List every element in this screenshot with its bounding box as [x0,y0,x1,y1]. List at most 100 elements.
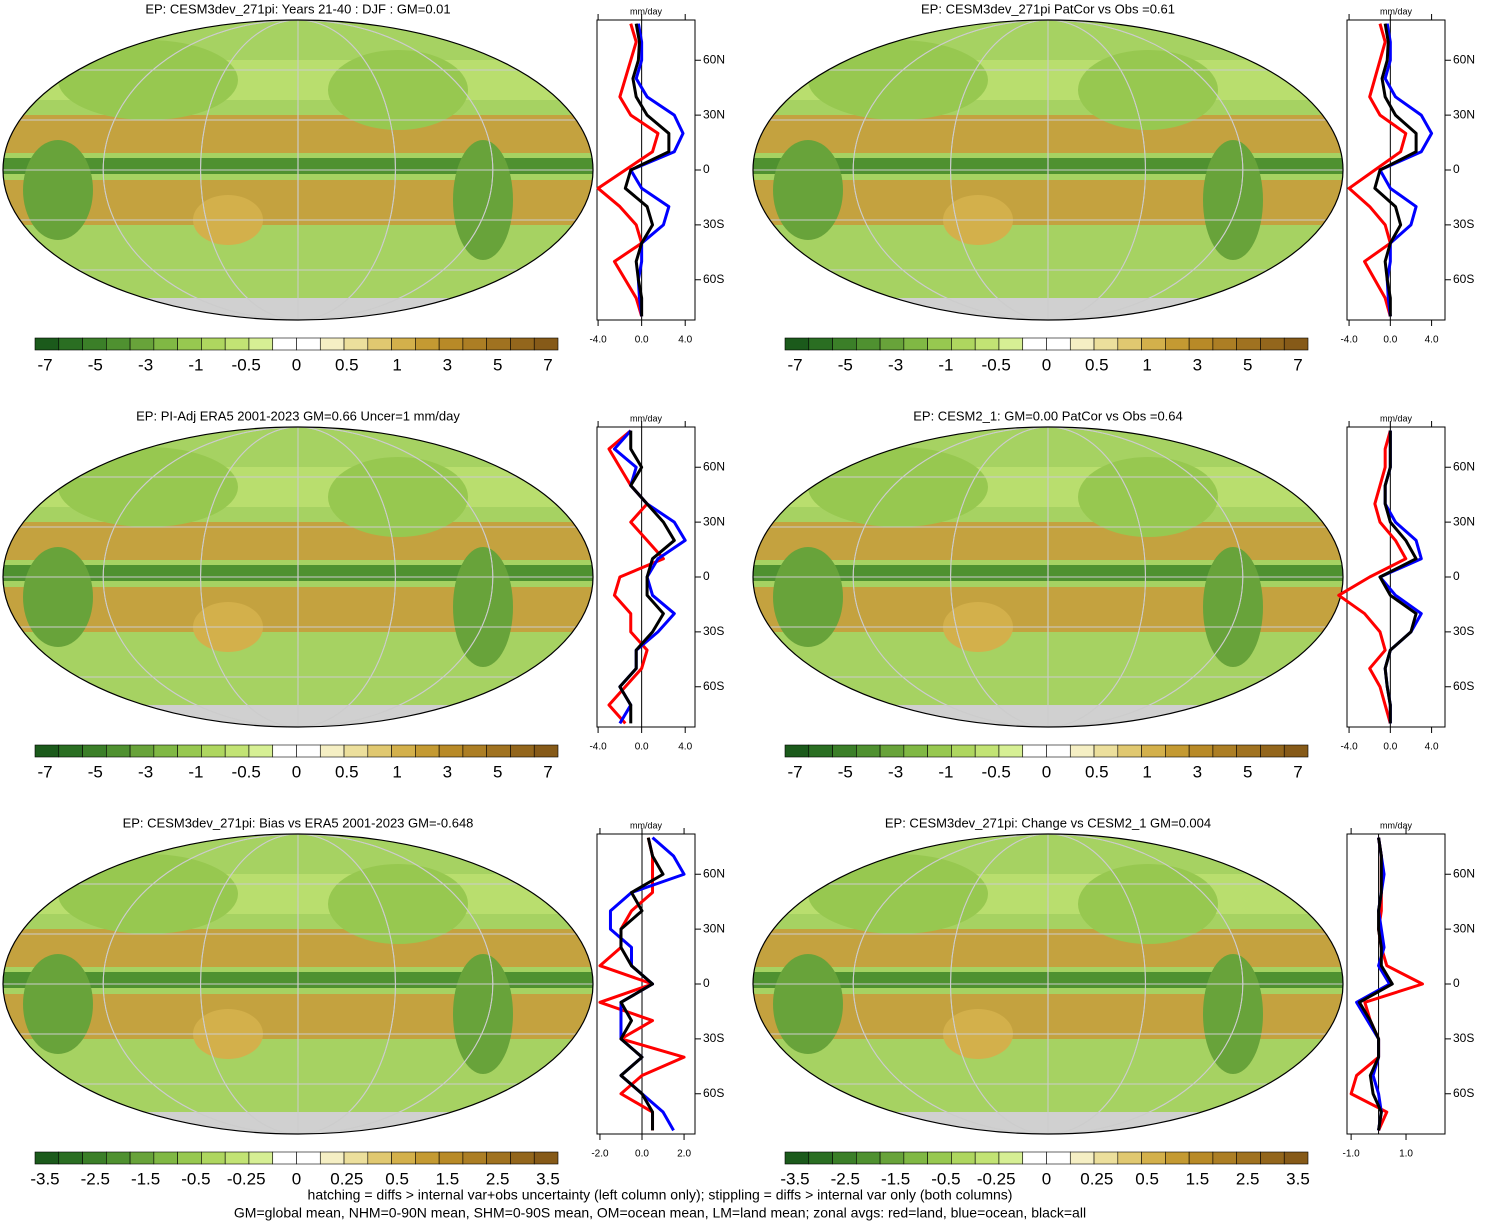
colorbar-label: -2.5 [831,1169,860,1188]
colorbar-box [367,1151,392,1165]
land [1203,140,1263,260]
map [3,20,593,320]
y-tick-label: 60S [703,679,724,693]
colorbar-label: -1 [938,355,953,374]
colorbar-box [879,337,905,351]
colorbar-box [177,744,202,758]
graticule [950,834,1146,1134]
x-tick-label: 0.0 [635,335,649,346]
colorbar-box [153,337,178,351]
colorbar-label: -7 [787,355,802,374]
colorbar-box [927,337,952,351]
colorbar-label: -0.5 [982,762,1011,781]
colorbar-box [533,337,559,351]
colorbar-box [296,337,321,351]
panel-title: EP: CESM3dev_271pi: Change vs CESM2_1 GM… [885,815,1211,830]
colorbar-box [415,337,440,351]
colorbar-box [1236,744,1261,758]
land [1203,547,1263,667]
zonal-line [1347,23,1408,317]
colorbar-label: -7 [37,762,52,781]
colorbar-box [533,1151,559,1165]
zonal-line [1378,430,1418,724]
colorbar-box [510,744,535,758]
colorbar-box [82,337,107,351]
colorbar-box [34,1151,60,1165]
colorbar-label: -5 [838,762,853,781]
colorbar-box [1117,337,1142,351]
footer-line: hatching = diffs > internal var+obs unce… [308,1187,1013,1203]
y-tick-label: 60N [1453,52,1475,66]
land [808,854,988,934]
colorbar-box [224,1151,250,1165]
panel: EP: CESM3dev_271pi: Bias vs ERA5 2001-20… [2,815,725,1188]
y-tick-label: 30S [1453,1031,1474,1045]
x-tick-label: 0.0 [1383,335,1397,346]
y-tick-label: 0 [1453,162,1460,176]
colorbar-box [129,744,155,758]
units-label: mm/day [630,6,663,16]
zonal-frame [596,833,696,1135]
colorbar-box [1188,337,1214,351]
colorbar-label: 0 [292,762,301,781]
land [773,547,843,647]
colorbar-box [927,1151,952,1165]
colorbar-label: 3 [1193,762,1202,781]
colorbar-box [462,337,487,351]
colorbar-label: 3 [1193,355,1202,374]
colorbar-box [1283,744,1309,758]
colorbar-box [1093,1151,1119,1165]
colorbar-box [1069,744,1095,758]
colorbar-box [486,1151,511,1165]
y-tick-label: 60N [703,866,725,880]
colorbar-box [808,337,833,351]
y-tick-label: 60S [1453,272,1474,286]
map [753,427,1343,727]
colorbar-box [1141,1151,1166,1165]
colorbar-label: 1.5 [1186,1169,1210,1188]
colorbar-label: -3.5 [30,1169,59,1188]
x-tick-label: -4.0 [589,742,607,753]
x-tick-label: 0.0 [635,1149,649,1160]
graticule [102,427,494,727]
map [753,20,1343,320]
land [328,864,468,944]
colorbar-label: -3 [888,762,903,781]
colorbar-label: 1 [392,762,401,781]
colorbar-box [224,337,250,351]
y-tick-label: 60S [1453,1086,1474,1100]
colorbar-box [415,1151,440,1165]
colorbar-label: 0 [292,1169,301,1188]
panel: EP: CESM3dev_271pi: Change vs CESM2_1 GM… [752,815,1475,1188]
panel-title: EP: CESM2_1: GM=0.00 PatCor vs Obs =0.64 [913,408,1183,423]
colorbar-label: 5 [1243,355,1252,374]
colorbar-label: 0.5 [335,355,359,374]
colorbar-label: -5 [88,762,103,781]
x-tick-label: 2.0 [677,1149,691,1160]
map [3,427,593,727]
y-tick-label: 60N [703,52,725,66]
colorbar-box [879,744,905,758]
colorbar-box [34,744,60,758]
units-label: mm/day [630,820,663,830]
colorbar-box [1046,337,1071,351]
colorbar-label: -2.5 [81,1169,110,1188]
colorbar-box [951,1151,976,1165]
y-tick-label: 30S [1453,624,1474,638]
colorbar-box [1093,337,1119,351]
x-tick-label: -4.0 [1340,742,1358,753]
y-tick-label: 30S [1453,217,1474,231]
colorbar-box [784,337,810,351]
graticule [102,834,494,1134]
colorbar-box [296,744,321,758]
colorbar-box [319,1151,345,1165]
y-tick-label: 30N [703,107,725,121]
colorbar-label: 3 [443,762,452,781]
colorbar-label: -3 [888,355,903,374]
colorbar-box [510,337,535,351]
colorbar-box [856,1151,881,1165]
y-tick-label: 60N [1453,866,1475,880]
footer-line: GM=global mean, NHM=0-90N mean, SHM=0-90… [234,1205,1086,1221]
colorbar-box [367,744,392,758]
colorbar-box [201,1151,226,1165]
